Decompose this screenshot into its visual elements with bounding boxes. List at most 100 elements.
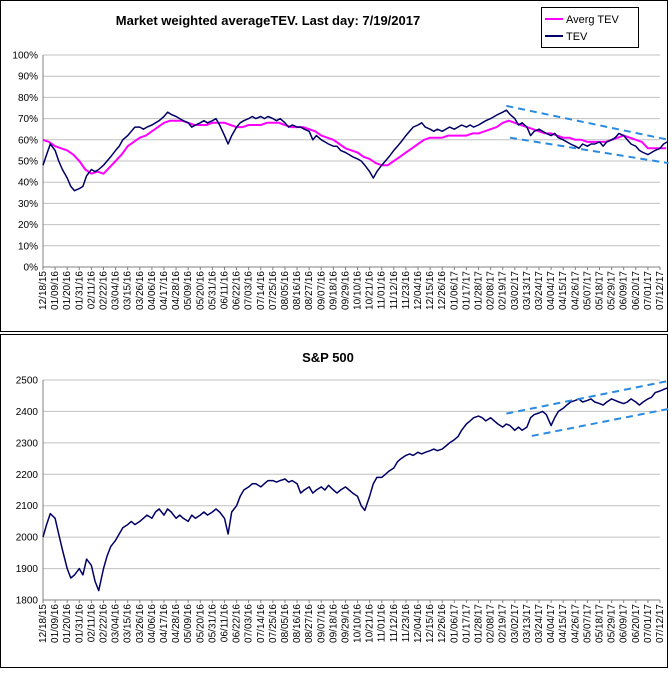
tev-y-tick-label: 70% (18, 114, 38, 125)
tev-y-tick-label: 90% (18, 72, 38, 83)
tev-y-tick-label: 60% (18, 135, 38, 146)
sp500-x-tick-label: 05/18/17 (595, 604, 606, 643)
sp500-x-tick-label: 09/07/16 (316, 604, 327, 643)
sp500-x-tick-label: 04/17/16 (159, 604, 170, 643)
legend-label-tev: TEV (566, 31, 588, 43)
bottom-chart-title: S&P 500 (302, 350, 354, 365)
sp500-x-tick-label: 01/17/17 (461, 604, 472, 643)
sp500-x-tick-label: 03/13/17 (522, 604, 533, 643)
tev-y-tick-label: 10% (18, 241, 38, 252)
tev-x-tick-label: 05/20/16 (195, 271, 206, 310)
tev-x-tick-label: 01/06/17 (449, 271, 460, 310)
sp500-x-tick-label: 11/01/16 (377, 604, 388, 643)
tev-x-tick-label: 05/29/17 (607, 271, 618, 310)
tev-x-tick-label: 08/05/16 (280, 271, 291, 310)
tev-y-tick-label: 20% (18, 220, 38, 231)
tev-x-tick-label: 03/26/16 (135, 271, 146, 310)
sp500-x-tick-label: 11/12/16 (389, 604, 400, 643)
tev-x-tick-label: 04/28/16 (171, 271, 182, 310)
tev-x-tick-label: 02/19/17 (498, 271, 509, 310)
tev-x-tick-label: 11/01/16 (377, 271, 388, 310)
tev-x-tick-label: 08/27/16 (304, 271, 315, 310)
tev-x-tick-label: 02/22/16 (98, 271, 109, 310)
sp500-x-tick-label: 02/11/16 (86, 604, 97, 643)
sp500-x-tick-label: 05/09/16 (183, 604, 194, 643)
tev-x-tick-label: 05/09/16 (183, 271, 194, 310)
sp500-y-tick-label: 1800 (16, 596, 39, 607)
sp500-x-tick-label: 03/04/16 (111, 604, 122, 643)
sp500-x-tick-label: 07/25/16 (268, 604, 279, 643)
tev-series-tev-line (42, 109, 668, 192)
sp500-x-tick-label: 08/16/16 (292, 604, 303, 643)
tev-x-tick-label: 01/31/16 (74, 271, 85, 310)
tev-x-tick-label: 04/26/17 (570, 271, 581, 310)
sp500-x-tick-label: 01/20/16 (62, 604, 73, 643)
sp500-x-tick-label: 01/06/17 (449, 604, 460, 643)
sp500-x-tick-label: 10/21/16 (365, 604, 376, 643)
sp500-x-tick-label: 05/29/17 (607, 604, 618, 643)
tev-x-tick-label: 03/15/16 (123, 271, 134, 310)
tev-x-tick-label: 11/23/16 (401, 271, 412, 310)
legend-label-averg-tev: Averg TEV (566, 14, 619, 26)
sp500-x-tick-label: 05/20/16 (195, 604, 206, 643)
sp500-x-tick-label: 07/01/17 (643, 604, 654, 643)
sp500-x-tick-label: 08/05/16 (280, 604, 291, 643)
sp500-x-tick-label: 10/10/16 (353, 604, 364, 643)
tev-x-tick-label: 09/07/16 (316, 271, 327, 310)
sp500-x-tick-label: 09/18/16 (328, 604, 339, 643)
sp500-x-tick-label: 12/04/16 (413, 604, 424, 643)
sp500-x-tick-label: 01/31/16 (74, 604, 85, 643)
tev-y-tick-label: 50% (18, 157, 38, 168)
tev-series-averg-tev-line (42, 119, 666, 175)
tev-x-tick-label: 08/16/16 (292, 271, 303, 310)
sp500-y-tick-label: 2100 (16, 501, 39, 512)
sp500-x-tick-label: 09/29/16 (340, 604, 351, 643)
sp500-x-tick-label: 12/18/15 (38, 604, 49, 643)
sp500-x-tick-label: 06/09/17 (619, 604, 630, 643)
sp500-x-tick-label: 04/06/16 (147, 604, 158, 643)
tev-y-tick-label: 0% (24, 263, 39, 274)
sp500-y-tick-label: 2400 (16, 407, 39, 418)
sp500-x-tick-label: 02/19/17 (498, 604, 509, 643)
sp500-x-tick-label: 07/03/16 (244, 604, 255, 643)
sp500-y-tick-label: 2500 (16, 376, 39, 387)
tev-x-tick-label: 06/20/17 (631, 271, 642, 310)
tev-x-tick-label: 12/26/16 (437, 271, 448, 310)
sp500-x-tick-label: 01/09/16 (50, 604, 61, 643)
tev-x-tick-label: 03/02/17 (510, 271, 521, 310)
tev-x-tick-label: 12/18/15 (38, 271, 49, 310)
tev-x-tick-label: 01/09/16 (50, 271, 61, 310)
tev-x-tick-label: 05/18/17 (595, 271, 606, 310)
tev-y-tick-label: 40% (18, 178, 38, 189)
tev-x-tick-label: 04/15/17 (558, 271, 569, 310)
sp500-x-tick-label: 04/28/16 (171, 604, 182, 643)
sp500-x-tick-label: 04/26/17 (570, 604, 581, 643)
tev-trend-line-lower (509, 136, 669, 165)
tev-x-tick-label: 03/13/17 (522, 271, 533, 310)
sp500-x-tick-label: 07/14/16 (256, 604, 267, 643)
sp500-x-tick-label: 12/26/16 (437, 604, 448, 643)
tev-x-tick-label: 01/17/17 (461, 271, 472, 310)
sp500-x-tick-label: 05/31/16 (207, 604, 218, 643)
tev-trend-line-upper (506, 104, 669, 141)
sp500-x-tick-label: 03/02/17 (510, 604, 521, 643)
tev-x-tick-label: 04/06/16 (147, 271, 158, 310)
tev-x-tick-label: 05/31/16 (207, 271, 218, 310)
sp500-x-tick-label: 01/28/17 (474, 604, 485, 643)
sp500-x-tick-label: 07/12/17 (655, 604, 666, 643)
sp500-series-tev-line (42, 387, 668, 592)
tev-y-tick-label: 80% (18, 93, 38, 104)
legend-box (541, 7, 639, 48)
sp500-trend-line-upper (506, 379, 669, 415)
sp500-x-tick-label: 06/22/16 (232, 604, 243, 643)
sp500-x-tick-label: 04/15/17 (558, 604, 569, 643)
sp500-y-tick-label: 2000 (16, 533, 39, 544)
tev-y-tick-label: 30% (18, 199, 38, 210)
tev-x-tick-label: 07/03/16 (244, 271, 255, 310)
tev-x-tick-label: 09/29/16 (340, 271, 351, 310)
sp500-x-tick-label: 02/08/17 (486, 604, 497, 643)
tev-x-tick-label: 07/14/16 (256, 271, 267, 310)
sp500-x-tick-label: 04/04/17 (546, 604, 557, 643)
